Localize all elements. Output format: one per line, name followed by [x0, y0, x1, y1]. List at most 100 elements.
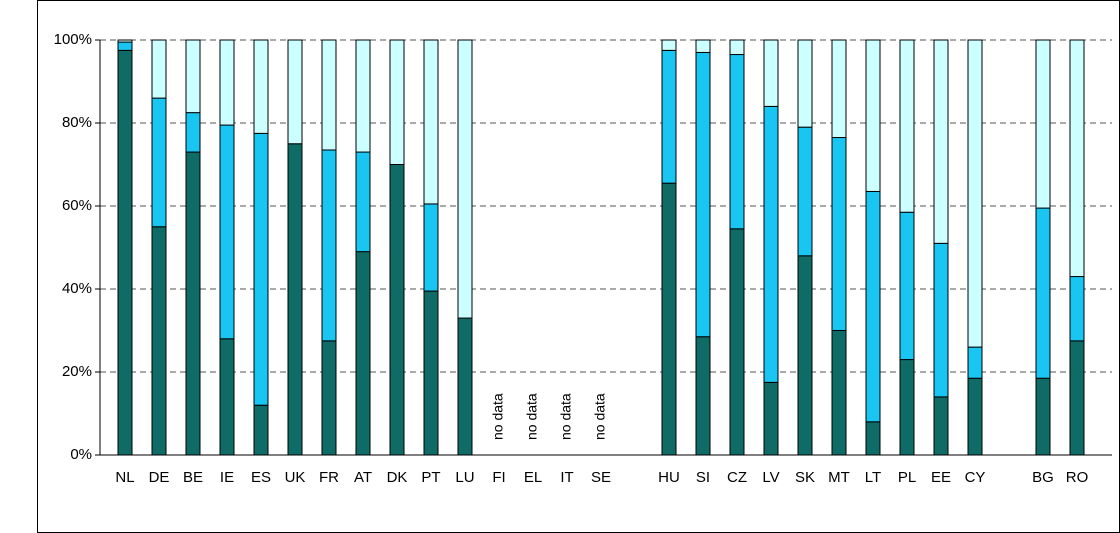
- bar-segment: [457, 317, 473, 456]
- x-tick-label: SI: [696, 469, 710, 486]
- x-tick-label: LT: [865, 469, 881, 486]
- bar-segment: [763, 381, 779, 456]
- bar-segment: [253, 404, 269, 456]
- bar-segment: [729, 39, 745, 56]
- annotation: no data: [490, 393, 506, 440]
- x-tick-label: PL: [898, 469, 916, 486]
- x-tick-label: RO: [1066, 469, 1089, 486]
- bar-segment: [797, 126, 813, 257]
- bar-segment: [695, 39, 711, 53]
- y-tick-label: 0%: [70, 446, 92, 463]
- bar-segment: [1035, 377, 1051, 456]
- bar-segment: [219, 124, 235, 340]
- bar-segment: [831, 137, 847, 331]
- bar-segment: [151, 226, 167, 456]
- x-tick-label: BE: [183, 469, 203, 486]
- bar-segment: [287, 39, 303, 145]
- bar-segment: [763, 39, 779, 107]
- bar-segment: [321, 149, 337, 342]
- bar-segment: [321, 39, 337, 151]
- bar-segment: [661, 182, 677, 456]
- y-tick-label: 100%: [54, 31, 92, 48]
- bar-segment: [865, 190, 881, 423]
- bar-segment: [423, 290, 439, 456]
- bar-segment: [967, 377, 983, 456]
- bar-segment: [457, 39, 473, 319]
- bar-segment: [219, 338, 235, 456]
- y-tick-label: 80%: [62, 114, 92, 131]
- bar-segment: [933, 39, 949, 244]
- annotation: no data: [558, 393, 574, 440]
- bar-segment: [185, 112, 201, 153]
- x-tick-label: NL: [115, 469, 134, 486]
- bar-segment: [389, 164, 405, 456]
- bar-segment: [865, 39, 881, 192]
- x-tick-label: LU: [455, 469, 474, 486]
- bar-segment: [763, 105, 779, 383]
- x-tick-label: FI: [492, 469, 505, 486]
- x-tick-label: UK: [285, 469, 306, 486]
- bar-segment: [967, 346, 983, 379]
- bar-segment: [831, 39, 847, 139]
- x-tick-label: IT: [560, 469, 573, 486]
- bar-segment: [1035, 207, 1051, 379]
- bar-segment: [1069, 340, 1085, 456]
- bar-segment: [321, 340, 337, 456]
- bar-segment: [355, 251, 371, 456]
- bar-segment: [661, 39, 677, 51]
- bar-segment: [423, 203, 439, 292]
- bar-segment: [661, 49, 677, 184]
- bar-segment: [253, 39, 269, 134]
- bar-segment: [933, 396, 949, 456]
- bar-segment: [287, 143, 303, 456]
- bar-segment: [729, 54, 745, 230]
- x-tick-label: PT: [421, 469, 440, 486]
- bar-segment: [831, 330, 847, 456]
- x-tick-label: DK: [387, 469, 408, 486]
- y-tick-label: 60%: [62, 197, 92, 214]
- bar-segment: [865, 421, 881, 456]
- bar-segment: [117, 41, 133, 51]
- x-tick-label: MT: [828, 469, 850, 486]
- bar-segment: [185, 151, 201, 456]
- x-tick-label: SK: [795, 469, 815, 486]
- bar-segment: [933, 242, 949, 398]
- bar-segment: [117, 49, 133, 456]
- y-tick-label: 40%: [62, 280, 92, 297]
- bar-segment: [151, 39, 167, 99]
- y-tick-label: 20%: [62, 363, 92, 380]
- bar-segment: [695, 336, 711, 456]
- x-tick-label: EE: [931, 469, 951, 486]
- bar-segment: [797, 255, 813, 456]
- x-tick-label: EL: [524, 469, 542, 486]
- x-tick-label: CZ: [727, 469, 747, 486]
- bar-segment: [797, 39, 813, 128]
- bar-segment: [899, 211, 915, 361]
- bar-segment: [1069, 276, 1085, 342]
- x-tick-label: DE: [149, 469, 170, 486]
- bar-segment: [695, 51, 711, 338]
- bar-segment: [219, 39, 235, 126]
- bar-segment: [899, 39, 915, 213]
- bar-segment: [423, 39, 439, 205]
- annotation: no data: [524, 393, 540, 440]
- bar-segment: [355, 39, 371, 153]
- bar-segment: [967, 39, 983, 348]
- x-tick-label: FR: [319, 469, 339, 486]
- x-tick-label: SE: [591, 469, 611, 486]
- bar-segment: [729, 228, 745, 456]
- annotation: no data: [592, 393, 608, 440]
- bar-segment: [1069, 39, 1085, 278]
- bar-segment: [389, 39, 405, 165]
- bar-segment: [1035, 39, 1051, 209]
- bar-segment: [355, 151, 371, 253]
- x-tick-label: BG: [1032, 469, 1054, 486]
- x-tick-label: HU: [658, 469, 680, 486]
- x-tick-label: IE: [220, 469, 234, 486]
- x-tick-label: CY: [965, 469, 986, 486]
- bar-segment: [185, 39, 201, 114]
- x-tick-label: AT: [354, 469, 372, 486]
- bar-segment: [151, 97, 167, 228]
- bar-segment: [899, 359, 915, 456]
